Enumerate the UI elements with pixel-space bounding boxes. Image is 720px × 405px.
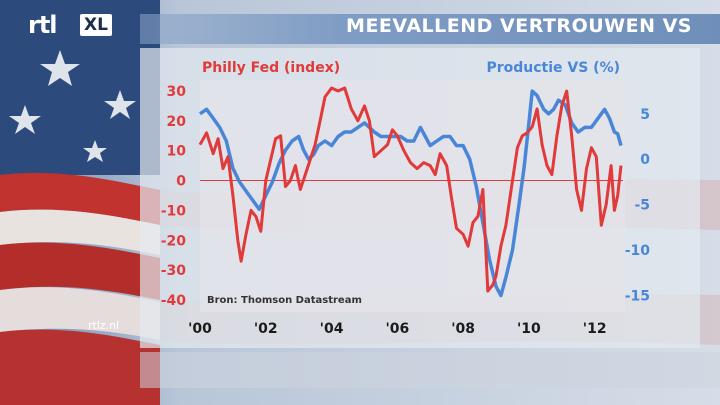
right-tick-label: -15 <box>625 288 650 304</box>
logo-sub-text: XL <box>80 14 112 36</box>
left-tick-label: 0 <box>176 174 186 190</box>
source-note: Bron: Thomson Datastream <box>207 295 362 306</box>
logo-main-text: rtl <box>28 11 58 39</box>
x-tick-label: '00 <box>188 321 212 337</box>
right-tick-label: -5 <box>634 198 650 214</box>
right-tick-label: -10 <box>625 243 651 259</box>
left-tick-label: 20 <box>167 114 187 130</box>
left-axis-ticks: 30 20 10 0 -10 -20 -30 -40 <box>161 84 187 309</box>
site-url: rtlz.nl <box>88 319 120 332</box>
x-tick-label: '12 <box>583 321 607 337</box>
right-tick-label: 5 <box>640 107 650 123</box>
left-tick-label: -20 <box>161 233 187 249</box>
right-axis-label: Productie VS (%) <box>486 60 620 76</box>
chart-title: MEEVALLEND VERTROUWEN VS <box>346 15 692 37</box>
series-line-productie-vs <box>199 89 623 298</box>
plot-area <box>198 80 625 312</box>
left-tick-label: -10 <box>161 203 187 219</box>
x-tick-label: '08 <box>451 321 475 337</box>
series-line-philly-fed <box>198 86 623 293</box>
left-tick-label: 10 <box>167 144 187 160</box>
right-axis-ticks: 5 0 -5 -10 -15 <box>625 107 651 305</box>
plot-background <box>200 80 625 312</box>
x-axis-ticks: '00 '02 '04 '06 '08 '10 '12 <box>188 321 606 337</box>
right-tick-label: 0 <box>640 152 650 168</box>
left-tick-label: -40 <box>161 293 187 309</box>
x-tick-label: '02 <box>254 321 278 337</box>
left-tick-label: -30 <box>161 263 187 279</box>
footer-bar <box>140 352 720 388</box>
title-bar <box>140 14 720 44</box>
left-axis-label: Philly Fed (index) <box>202 60 340 76</box>
x-tick-label: '06 <box>385 321 409 337</box>
x-tick-label: '04 <box>320 321 344 337</box>
left-tick-label: 30 <box>167 84 187 100</box>
x-tick-label: '10 <box>517 321 541 337</box>
